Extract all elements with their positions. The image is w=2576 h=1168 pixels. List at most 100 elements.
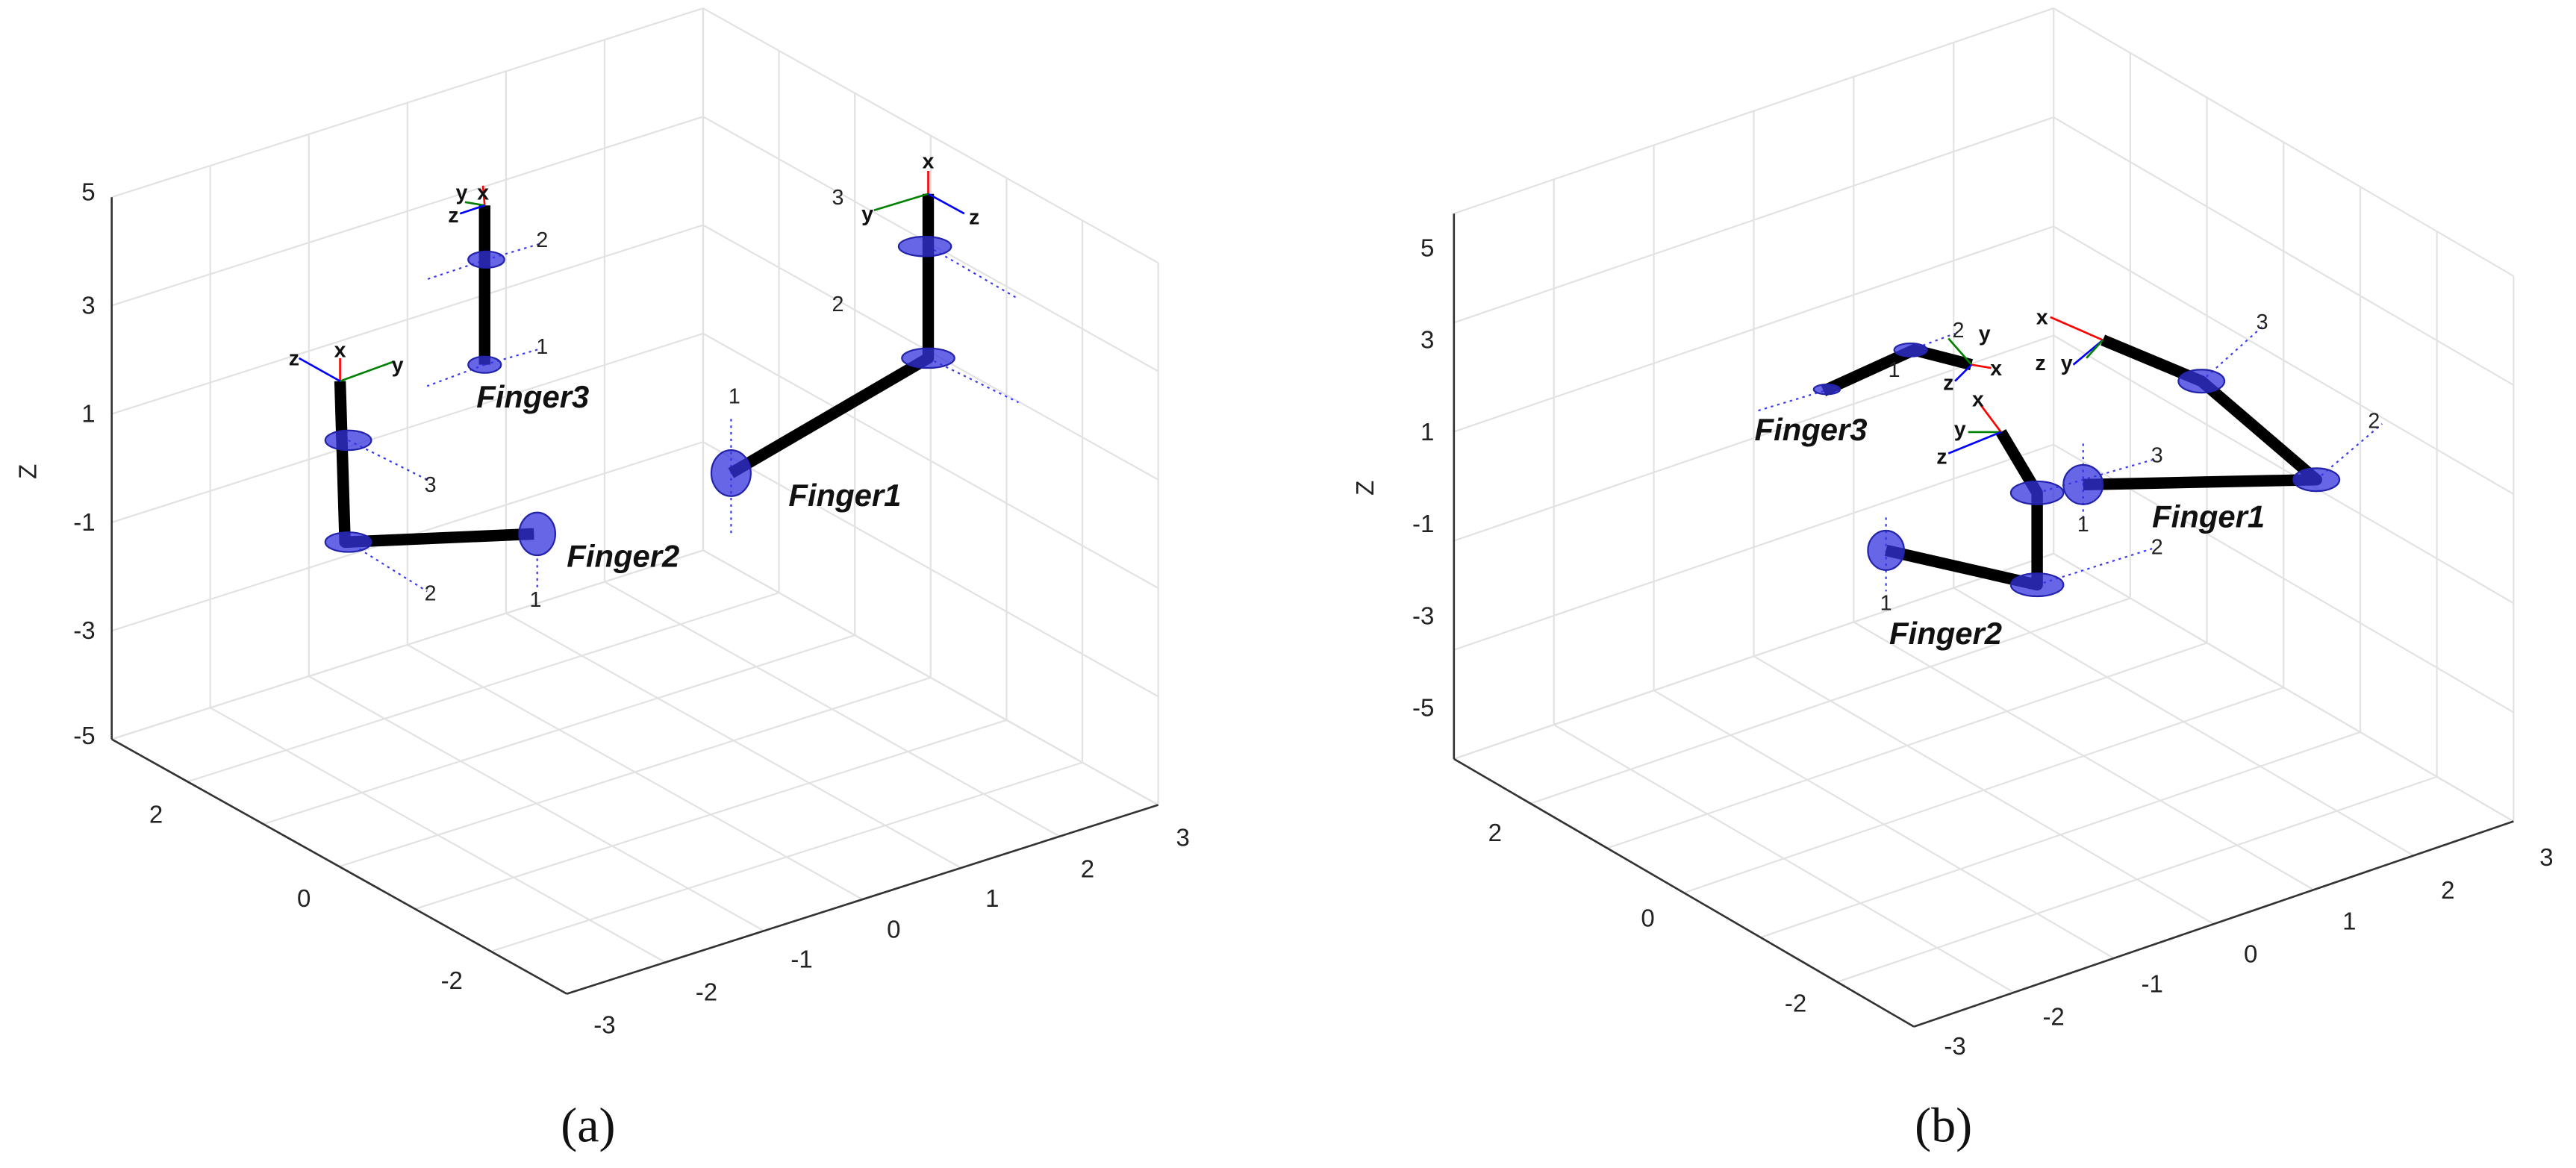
frame-label: x <box>477 181 489 204</box>
frame-label: z <box>1943 372 1953 396</box>
joint <box>324 531 372 553</box>
frame-label: y <box>392 353 404 377</box>
finger-label: Finger1 <box>788 478 901 513</box>
z-tick-label: 5 <box>81 178 95 206</box>
grid-line <box>263 634 855 825</box>
joint <box>2062 463 2104 505</box>
x-tick-label: 2 <box>2441 876 2454 904</box>
finger-label: Finger1 <box>2152 499 2265 534</box>
joint <box>2009 480 2065 505</box>
panel-caption: (a) <box>561 1098 615 1152</box>
grid-line <box>1836 775 2438 983</box>
frame-label: y <box>455 181 467 204</box>
x-tick-label: 3 <box>1176 823 1189 851</box>
grid-line <box>490 761 1083 952</box>
frame-axis <box>459 204 485 215</box>
joint-label: 2 <box>832 293 843 316</box>
joint-label: 3 <box>2151 443 2163 467</box>
joint <box>1812 383 1841 396</box>
frame-axis <box>1971 363 1992 369</box>
joint <box>324 429 372 452</box>
finger-label: Finger3 <box>1755 412 1868 447</box>
frame-label: y <box>1979 322 1991 346</box>
link <box>2083 334 2322 491</box>
y-axis <box>1453 758 1915 1028</box>
x-tick-label: 2 <box>1081 855 1094 882</box>
frame-label: x <box>923 150 935 174</box>
panel-caption: (b) <box>1915 1098 1972 1152</box>
joint-label: 1 <box>530 588 542 612</box>
joint <box>518 511 557 557</box>
frame-axis <box>298 357 341 382</box>
frame-axis <box>1947 337 1973 366</box>
z-tick-label: 1 <box>81 400 95 428</box>
frame-axis <box>481 185 486 206</box>
grid-line <box>1760 731 2361 939</box>
joint <box>1893 342 1928 357</box>
joint-label: 3 <box>2257 310 2268 334</box>
joint-axis <box>1757 390 1824 412</box>
joint-label: 3 <box>832 186 843 210</box>
joint <box>1867 529 1905 571</box>
frame-label: x <box>1990 357 2002 381</box>
z-tick-label: -1 <box>1412 510 1434 537</box>
x-axis <box>566 804 1159 995</box>
y-tick-label: 0 <box>297 884 311 912</box>
z-tick-label: -1 <box>73 508 95 536</box>
robot-layer <box>298 170 2383 598</box>
frame-label: z <box>1936 446 1947 469</box>
x-tick-label: -3 <box>593 1011 615 1038</box>
text-layer: 5 3 1 -1 -3 -5 2 0 -2 -3 -2 -1 0 1 2 3 Finger1 Finger2 Fin… <box>13 150 2553 1153</box>
frame-axis <box>927 193 965 215</box>
joint-label: 1 <box>1880 592 1892 616</box>
z-tick-label: -3 <box>1412 602 1434 629</box>
frame-axis <box>1980 405 2002 433</box>
joint <box>2009 572 2065 598</box>
x-tick-label: -3 <box>1944 1032 1965 1060</box>
joint-label: 1 <box>729 384 740 408</box>
frame-label: x <box>1972 388 1984 412</box>
frame-label: y <box>2061 352 2073 375</box>
frame-axis <box>340 360 395 382</box>
z-tick-label: 5 <box>1420 234 1434 261</box>
finger-label: Finger3 <box>476 379 589 414</box>
frame-label: z <box>448 204 458 228</box>
frame-axis <box>1954 363 1973 382</box>
frame-label: x <box>2036 306 2048 330</box>
y-axis <box>111 738 567 995</box>
z-tick-label: -3 <box>73 616 95 644</box>
x-tick-label: 3 <box>2539 843 2553 871</box>
frame-axis <box>1947 431 2002 455</box>
joint-label: 2 <box>1953 319 1965 343</box>
y-tick-label: -2 <box>1785 990 1806 1017</box>
z-tick-label: 3 <box>81 291 95 319</box>
finger-label: Finger2 <box>567 538 679 573</box>
x-tick-label: 0 <box>2244 940 2257 968</box>
x-tick-label: -2 <box>696 978 717 1005</box>
frame-label: y <box>1954 417 1966 441</box>
y-tick-label: -2 <box>441 966 463 994</box>
joint <box>467 250 505 269</box>
frame-label: x <box>334 339 346 363</box>
y-tick-label: 0 <box>1641 904 1654 931</box>
joint <box>467 355 502 374</box>
z-tick-label: 3 <box>1420 326 1434 354</box>
joint <box>2292 467 2341 493</box>
grid-line <box>339 676 932 868</box>
z-tick-label: 1 <box>1420 418 1434 446</box>
frame-axis <box>2086 339 2104 359</box>
grid-line <box>1530 597 2131 805</box>
x-tick-label: -1 <box>2141 969 2162 997</box>
z-axis-label: Z <box>1351 481 1379 496</box>
joint-label: 2 <box>536 228 548 252</box>
x-tick-label: -1 <box>790 945 812 972</box>
y-tick-label: 2 <box>149 801 163 828</box>
grid-line <box>1683 687 2284 894</box>
x-tick-label: 1 <box>2342 908 2356 935</box>
grid-line <box>187 592 779 783</box>
finger-label: Finger2 <box>1889 616 2002 651</box>
joint <box>710 449 752 497</box>
grid-line <box>1453 552 2054 760</box>
